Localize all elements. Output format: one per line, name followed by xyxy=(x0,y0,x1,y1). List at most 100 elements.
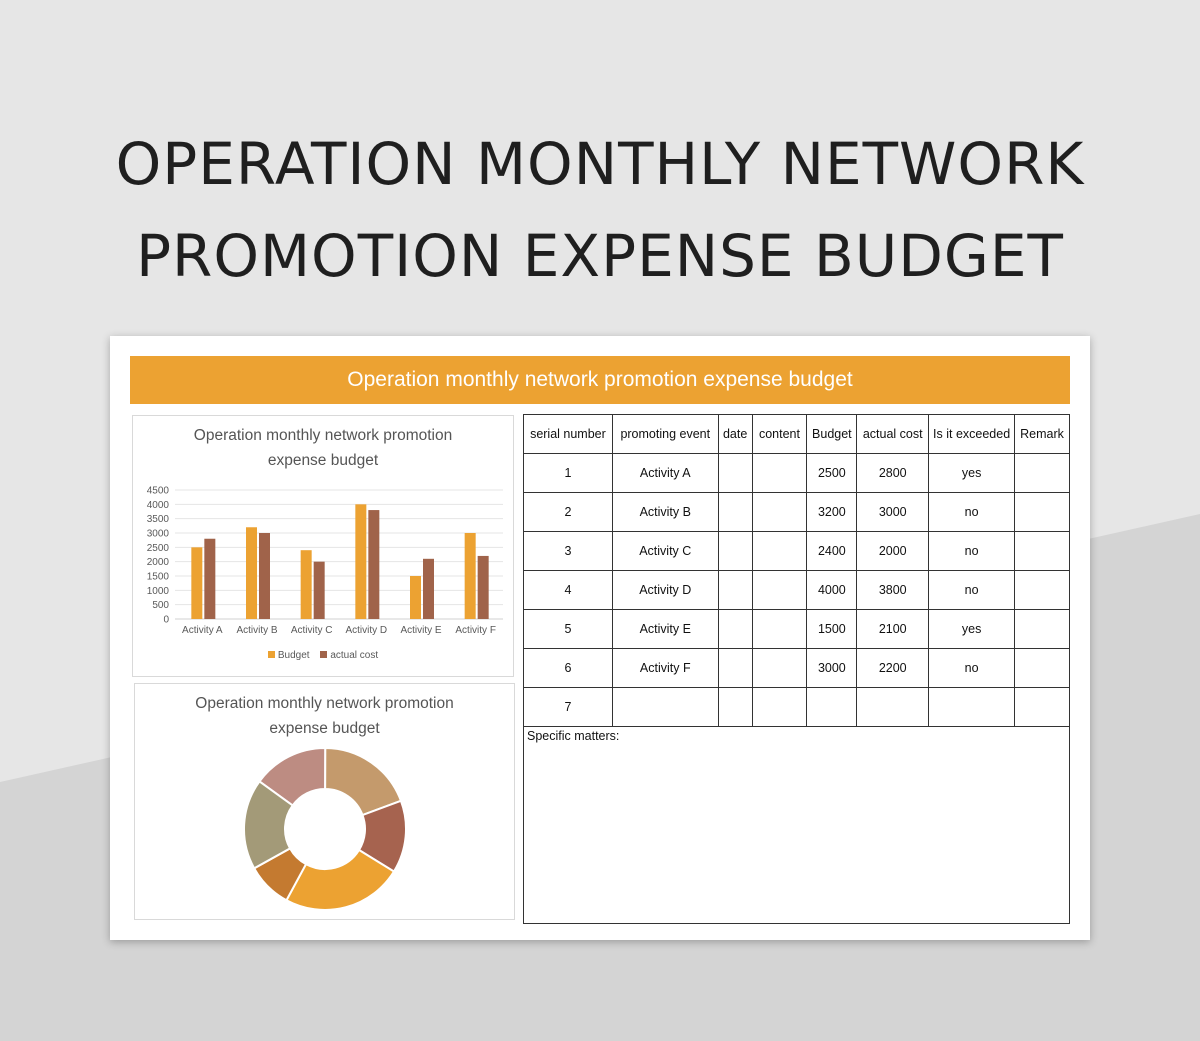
header-budget: Budget xyxy=(806,414,858,454)
cell-remark xyxy=(1014,687,1070,727)
y-tick-label: 3000 xyxy=(147,529,170,540)
cell-date xyxy=(717,687,753,727)
cell-event: Activity C xyxy=(611,531,719,571)
cell-remark xyxy=(1014,453,1070,493)
cell-actual-cost xyxy=(856,687,930,727)
bar-chart-title-line-1: Operation monthly network promotion xyxy=(193,427,453,444)
y-tick-label: 3500 xyxy=(147,514,170,525)
y-tick-label: 0 xyxy=(163,615,169,626)
bar-budget-activity-f xyxy=(464,533,476,619)
page-title-line-1: OPERATION MONTHLY NETWORK xyxy=(115,130,1085,198)
x-tick-label: Activity A xyxy=(182,625,223,636)
cell-serial: 6 xyxy=(523,648,613,688)
header-is-it-exceeded: Is it exceeded xyxy=(928,414,1016,454)
header-remark: Remark xyxy=(1014,414,1070,454)
cell-remark xyxy=(1014,570,1070,610)
cell-event: Activity B xyxy=(611,492,719,532)
specific-matters-cell: Specific matters: xyxy=(523,726,1070,924)
cell-exceeded: no xyxy=(928,570,1016,610)
y-tick-label: 2500 xyxy=(147,543,170,554)
cell-budget: 2400 xyxy=(806,531,858,571)
legend-item-budget: Budget xyxy=(267,650,310,661)
cell-content xyxy=(751,687,808,727)
y-tick-label: 4500 xyxy=(147,486,170,497)
header-serial-number: serial number xyxy=(523,414,613,454)
cell-actual-cost: 2800 xyxy=(856,453,930,493)
y-tick-label: 4000 xyxy=(147,500,170,511)
cell-date xyxy=(717,531,753,571)
cell-exceeded: no xyxy=(928,492,1016,532)
cell-event xyxy=(611,687,719,727)
legend-label-budget: Budget xyxy=(277,650,310,661)
legend-item-actual-cost: actual cost xyxy=(320,650,378,661)
cell-actual-cost: 2200 xyxy=(856,648,930,688)
bar-actual-cost-activity-b xyxy=(259,533,270,619)
header-promoting-event: promoting event xyxy=(611,414,719,454)
cell-content xyxy=(751,531,808,571)
donut-chart-title-line-1: Operation monthly network promotion xyxy=(195,695,454,712)
cell-content xyxy=(751,609,808,649)
cell-budget: 1500 xyxy=(806,609,858,649)
cell-budget: 2500 xyxy=(806,453,858,493)
cell-content xyxy=(751,648,808,688)
table-row: 2 Activity B 3200 3000 no xyxy=(523,492,1070,532)
bar-chart: Operation monthly network promotion expe… xyxy=(132,415,514,677)
donut-chart-title: Operation monthly network promotion expe… xyxy=(135,691,514,741)
sheet-banner: Operation monthly network promotion expe… xyxy=(130,356,1070,404)
cell-serial: 2 xyxy=(523,492,613,532)
page-title-line-2: PROMOTION EXPENSE BUDGET xyxy=(136,222,1064,290)
cell-budget xyxy=(806,687,858,727)
bar-chart-plot: 0 500 1000 1500 2000 2500 3000 3500 4000 4500 Acti… xyxy=(147,486,503,636)
cell-date xyxy=(717,648,753,688)
bar-budget-activity-e xyxy=(410,576,421,619)
cell-remark xyxy=(1014,609,1070,649)
bar-actual-cost-activity-a xyxy=(204,538,216,619)
spreadsheet-preview: Operation monthly network promotion expe… xyxy=(110,336,1090,940)
y-tick-label: 1000 xyxy=(147,586,170,597)
budget-table: serial number promoting event date conte… xyxy=(523,414,1070,924)
table-row: 1 Activity A 2500 2800 yes xyxy=(523,453,1070,493)
cell-serial: 3 xyxy=(523,531,613,571)
table-row: 7 xyxy=(523,687,1070,727)
table-row: 3 Activity C 2400 2000 no xyxy=(523,531,1070,571)
cell-actual-cost: 2100 xyxy=(856,609,930,649)
bar-budget-activity-c xyxy=(300,550,312,619)
bar-actual-cost-activity-c xyxy=(313,561,325,619)
cell-serial: 7 xyxy=(523,687,613,727)
cell-exceeded: no xyxy=(928,648,1016,688)
cell-date xyxy=(717,492,753,532)
cell-date xyxy=(717,453,753,493)
y-tick-label: 2000 xyxy=(147,557,170,568)
header-actual-cost: actual cost xyxy=(856,414,930,454)
donut-slice-activity-d xyxy=(285,848,396,911)
cell-serial: 1 xyxy=(523,453,613,493)
bar-budget-activity-d xyxy=(355,504,367,619)
cell-serial: 4 xyxy=(523,570,613,610)
y-tick-label: 500 xyxy=(152,600,169,611)
x-tick-label: Activity C xyxy=(291,625,333,636)
bar-chart-legend: Budget actual cost xyxy=(133,650,513,661)
donut-chart: Operation monthly network promotion expe… xyxy=(134,683,515,920)
table-row: 4 Activity D 4000 3800 no xyxy=(523,570,1070,610)
cell-exceeded xyxy=(928,687,1016,727)
bar-chart-title-line-2: expense budget xyxy=(267,452,379,469)
cell-event: Activity F xyxy=(611,648,719,688)
donut-slice-activity-f xyxy=(243,779,295,870)
x-tick-label: Activity E xyxy=(400,625,441,636)
cell-remark xyxy=(1014,492,1070,532)
legend-swatch-budget xyxy=(267,651,275,658)
header-content: content xyxy=(751,414,808,454)
cell-budget: 4000 xyxy=(806,570,858,610)
cell-actual-cost: 3800 xyxy=(856,570,930,610)
cell-remark xyxy=(1014,648,1070,688)
y-tick-label: 1500 xyxy=(147,572,170,583)
page-title: OPERATION MONTHLY NETWORK PROMOTION EXPE… xyxy=(0,118,1200,302)
bar-actual-cost-activity-e xyxy=(423,558,434,619)
cell-serial: 5 xyxy=(523,609,613,649)
table-row: 6 Activity F 3000 2200 no xyxy=(523,648,1070,688)
cell-exceeded: yes xyxy=(928,453,1016,493)
table-row: 5 Activity E 1500 2100 yes xyxy=(523,609,1070,649)
cell-remark xyxy=(1014,531,1070,571)
x-tick-label: Activity B xyxy=(236,625,277,636)
cell-content xyxy=(751,570,808,610)
